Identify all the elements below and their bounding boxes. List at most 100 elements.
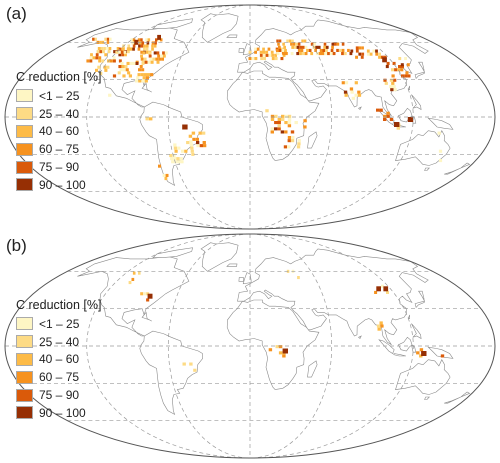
- reduction-cell: [332, 52, 336, 56]
- reduction-cell: [283, 145, 288, 149]
- reduction-cell: [290, 42, 293, 46]
- reduction-cell: [132, 38, 136, 42]
- reduction-cell: [296, 45, 300, 49]
- reduction-cell: [383, 78, 387, 82]
- reduction-cell: [379, 108, 383, 112]
- reduction-cell: [143, 57, 147, 61]
- continent-outline: [444, 391, 471, 404]
- reduction-cell: [170, 157, 174, 161]
- reduction-cell: [323, 45, 326, 49]
- reduction-cell: [301, 52, 305, 56]
- continent-outline: [427, 117, 454, 130]
- reduction-cell: [354, 81, 358, 85]
- reduction-cell: [321, 52, 325, 56]
- continent-outline: [395, 359, 451, 395]
- reduction-cell: [295, 42, 298, 46]
- map-a: [4, 4, 496, 230]
- reduction-cell: [377, 327, 381, 331]
- legend-item: 60 – 75: [16, 368, 101, 386]
- reduction-cell: [262, 47, 265, 51]
- map-b: [4, 233, 496, 459]
- reduction-cell: [274, 127, 278, 131]
- reduction-cell: [391, 74, 395, 78]
- continent-outline: [414, 61, 426, 80]
- reduction-cell: [169, 154, 173, 158]
- reduction-cell: [380, 324, 384, 328]
- reduction-cell: [355, 55, 358, 59]
- reduction-cell: [127, 50, 130, 54]
- reduction-cell: [136, 76, 140, 80]
- reduction-cell: [142, 76, 146, 80]
- reduction-cell: [304, 52, 308, 56]
- reduction-cell: [151, 44, 154, 48]
- reduction-cell: [179, 157, 183, 161]
- reduction-cell: [284, 48, 287, 52]
- reduction-cell: [122, 74, 126, 78]
- reduction-cell: [400, 63, 404, 67]
- reduction-cell: [172, 154, 176, 158]
- reduction-cell: [248, 50, 252, 54]
- reduction-cell: [281, 117, 285, 121]
- reduction-cell: [123, 50, 127, 54]
- reduction-cell: [277, 42, 280, 46]
- continent-outline: [427, 346, 454, 359]
- reduction-cell: [128, 74, 132, 78]
- reduction-cell: [260, 57, 264, 61]
- continent-outline: [152, 247, 193, 258]
- reduction-cell: [141, 41, 145, 45]
- reduction-cell: [112, 56, 116, 60]
- continent-outline: [307, 360, 318, 378]
- reduction-cell: [270, 117, 275, 121]
- reduction-cell: [151, 41, 155, 45]
- legend-label: 25 – 40: [39, 334, 80, 349]
- graticule-meridian: [249, 233, 333, 459]
- reduction-cell: [361, 52, 365, 56]
- reduction-cell: [140, 54, 143, 58]
- reduction-cell: [341, 81, 345, 85]
- continent-outline: [424, 396, 430, 400]
- continent-outline: [226, 299, 320, 390]
- reduction-cell: [198, 131, 202, 135]
- reduction-cell: [137, 38, 141, 42]
- legend-item: 75 – 90: [16, 386, 101, 404]
- reduction-cell: [192, 137, 196, 141]
- reduction-cell: [438, 149, 443, 153]
- reduction-cell: [406, 63, 410, 67]
- reduction-cell: [143, 44, 146, 48]
- reduction-cell: [184, 149, 188, 153]
- reduction-cell: [390, 88, 394, 92]
- reduction-cell: [323, 42, 327, 46]
- reduction-cell: [106, 65, 110, 69]
- legend-label: 90 – 100: [39, 177, 86, 192]
- reduction-cell: [375, 52, 379, 56]
- reduction-cell: [288, 39, 292, 43]
- continent-outlines: [77, 13, 471, 187]
- reduction-cell: [394, 68, 398, 72]
- reduction-cell: [278, 39, 282, 43]
- reduction-cell: [164, 177, 168, 181]
- reduction-cell: [344, 93, 348, 97]
- reduction-cell: [109, 37, 112, 41]
- reduction-cell: [102, 50, 105, 54]
- reduction-cell: [265, 109, 269, 113]
- reduction-cell: [113, 50, 116, 54]
- legend-label: <1 – 25: [39, 316, 80, 331]
- reduction-cell: [334, 42, 337, 46]
- reduction-cell: [296, 145, 301, 149]
- reduction-cell: [282, 52, 285, 56]
- reduction-cell: [103, 65, 107, 69]
- reduction-cell: [350, 90, 354, 94]
- legend-swatch: [16, 124, 33, 138]
- reduction-cell: [98, 59, 102, 63]
- reduction-cell: [140, 73, 144, 77]
- reduction-cell: [407, 74, 411, 78]
- carbon-reduction-cells: [86, 34, 443, 181]
- reduction-cell: [176, 157, 180, 161]
- reduction-cell: [199, 144, 203, 148]
- reduction-cell: [138, 41, 142, 45]
- reduction-cell: [341, 42, 345, 46]
- reduction-cell: [173, 157, 177, 161]
- reduction-cell: [274, 114, 278, 118]
- reduction-cell: [372, 49, 376, 53]
- continent-outline: [393, 353, 406, 357]
